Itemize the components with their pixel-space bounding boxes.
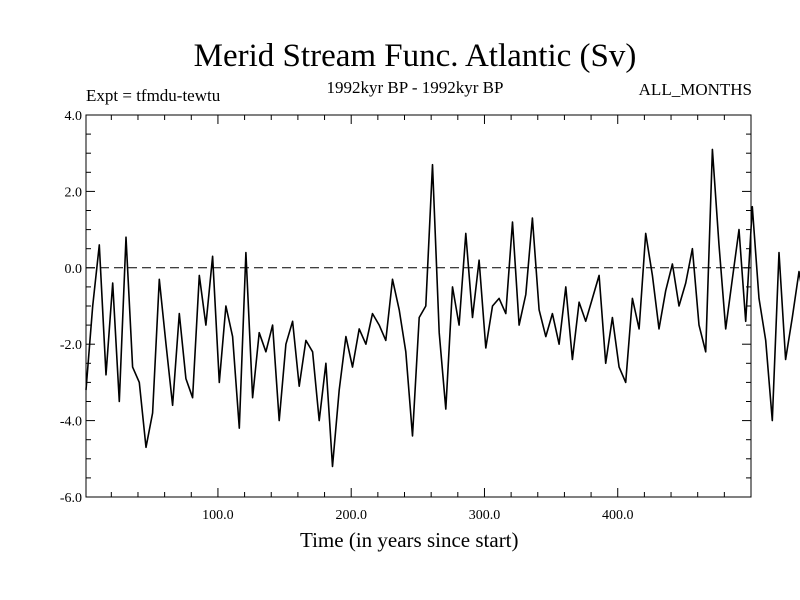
x-tick-label: 100.0 <box>202 508 234 523</box>
y-tick-label: 2.0 <box>65 185 83 200</box>
x-tick-label: 300.0 <box>469 508 501 523</box>
x-tick-label: 400.0 <box>602 508 634 523</box>
experiment-label: Expt = tfmdu-tewtu <box>86 86 221 105</box>
series-line-0 <box>85 148 800 468</box>
plot-frame <box>85 114 752 498</box>
y-tick-label: -6.0 <box>60 491 82 506</box>
y-tick-label: 4.0 <box>65 109 83 124</box>
y-tick-label: -4.0 <box>60 415 82 430</box>
chart-title: Merid Stream Func. Atlantic (Sv) <box>193 38 637 74</box>
y-tick-label: 0.0 <box>65 262 83 277</box>
months-label: ALL_MONTHS <box>638 80 752 99</box>
x-axis-label: Time (in years since start) <box>300 528 519 552</box>
x-tick-label: 200.0 <box>335 508 367 523</box>
chart-subtitle: 1992kyr BP - 1992kyr BP <box>326 78 504 97</box>
y-tick-label: -2.0 <box>60 338 82 353</box>
